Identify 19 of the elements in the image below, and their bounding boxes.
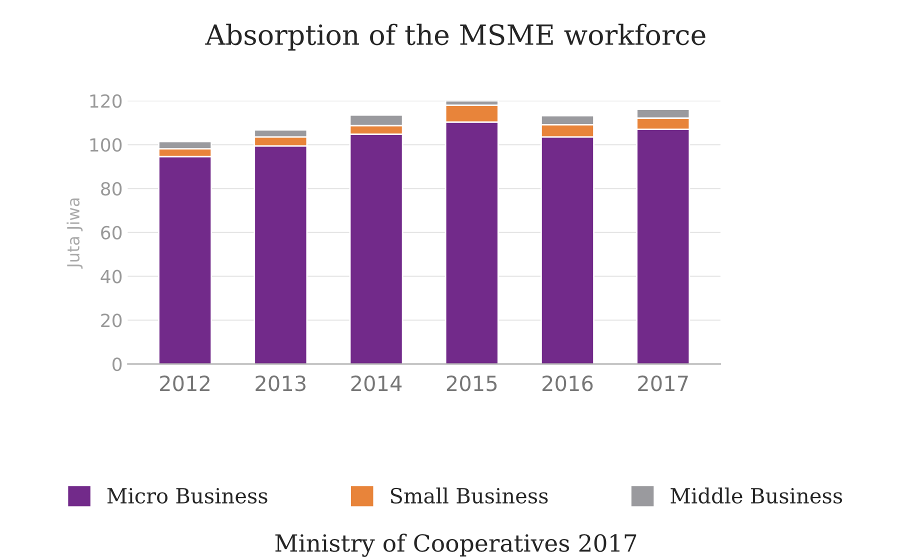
text: Ministry of Cooperatives 2017 — [275, 534, 636, 557]
x-tick-label: 2016 — [542, 375, 593, 392]
y-tick-label: 20 — [101, 314, 122, 328]
y-tick-label: 40 — [100, 270, 122, 284]
x-tick-label: 2014 — [351, 375, 402, 392]
chart-title: Absorption of the MSME workforce — [205, 24, 706, 51]
y-axis-title: Juta Jiwa — [66, 198, 83, 269]
y-tick-label: 120 — [90, 94, 122, 108]
y-tick-label: 80 — [101, 182, 122, 196]
y-tick-label: 0 — [112, 357, 122, 372]
legend-label: Middle Business — [670, 487, 842, 504]
y-tick-label: 60 — [101, 226, 122, 240]
x-tick-label: 2013 — [256, 375, 306, 392]
x-tick-label: 2012 — [160, 375, 210, 392]
y-tick-label: 100 — [90, 138, 122, 152]
x-tick-label: 2017 — [638, 375, 688, 392]
x-tick-label: 2015 — [446, 375, 497, 392]
legend-label: Micro Business — [107, 488, 268, 504]
legend-label: Small Business — [390, 487, 548, 504]
